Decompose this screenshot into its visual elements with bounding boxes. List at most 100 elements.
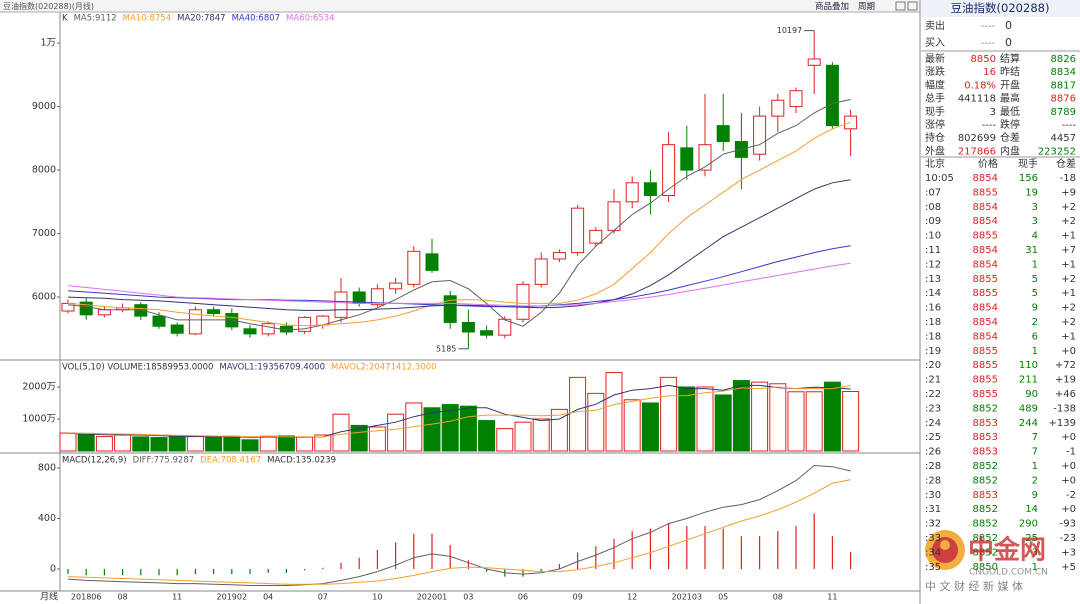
volume-bar — [805, 391, 823, 452]
trade-time: :31 — [925, 504, 941, 515]
trade-time: :26 — [925, 447, 941, 458]
macd-bar — [486, 569, 488, 572]
candle-body — [698, 144, 712, 171]
legend-entry: DEA:708.4167 — [200, 456, 261, 466]
trade-time: :25 — [925, 432, 941, 443]
trade-change: +3 — [1061, 547, 1076, 558]
macd-bar — [158, 569, 160, 576]
toolbar-button[interactable]: 周期 — [858, 2, 875, 12]
trade-time: :28 — [925, 461, 941, 472]
candle-body — [134, 304, 148, 317]
macd-bar — [631, 531, 633, 570]
macd-bar — [577, 552, 579, 570]
field-label: 持仓 — [925, 131, 945, 144]
field-label: 涨停 — [925, 118, 945, 131]
trade-volume: 3 — [1032, 202, 1038, 213]
candle-body — [662, 144, 676, 196]
field-label: 开盘 — [1000, 78, 1020, 91]
trade-volume: 31 — [1025, 245, 1038, 256]
trade-price: 8855 — [973, 346, 998, 357]
candle-body — [753, 115, 767, 155]
macd-bar — [395, 542, 397, 570]
trade-volume: 90 — [1025, 389, 1038, 400]
candle-body — [571, 207, 585, 254]
legend-entry: MAVOL1:19356709.4000 — [219, 363, 325, 373]
field-value: 217866 — [958, 146, 996, 157]
window-button[interactable] — [895, 1, 906, 11]
line-series — [67, 99, 851, 331]
field-label: 外盘 — [925, 144, 945, 157]
toolbar-button[interactable]: 商品叠加 — [815, 1, 849, 12]
x-tick-label: 09 — [573, 593, 583, 602]
macd-bar — [122, 569, 124, 576]
trade-volume: 2 — [1032, 317, 1038, 328]
volume-bar — [168, 436, 186, 452]
x-tick-label: 11 — [172, 593, 182, 602]
macd-bar — [686, 526, 688, 570]
macd-bar — [304, 569, 306, 571]
trade-price: 8854 — [973, 303, 998, 314]
legend-entry: MA40:6807 — [232, 14, 280, 24]
window-button[interactable] — [907, 1, 918, 11]
watermark-site: CNGOLD.COM.CN — [969, 568, 1048, 578]
trade-header: 北京 — [925, 157, 945, 170]
legend-entry: MA10:8754 — [123, 14, 171, 24]
line-series — [67, 384, 851, 438]
volume-bar — [823, 381, 841, 452]
volume-bar — [514, 421, 532, 452]
line-series — [67, 464, 851, 586]
candle-body — [807, 58, 821, 66]
macd-bar — [67, 569, 69, 575]
field-label: 昨结 — [1000, 65, 1020, 78]
trade-change: +2 — [1061, 274, 1076, 285]
trade-volume: 14 — [1025, 504, 1038, 515]
field-value: 441118 — [958, 94, 996, 105]
volume-bar — [732, 380, 750, 452]
volume-bar — [59, 432, 77, 452]
volume-bar — [423, 407, 441, 452]
trade-time: :21 — [925, 375, 941, 386]
trade-change: +139 — [1049, 418, 1076, 429]
quote-panel: 豆油指数(020288) 卖出 ---- 0 买入 ---- 0 最新 8850 结算 8826 涨跌… — [921, 0, 1080, 573]
trade-change: +2 — [1061, 216, 1076, 227]
field-value: 8876 — [1051, 94, 1076, 105]
macd-bar — [595, 546, 597, 570]
trade-time: :35 — [925, 562, 941, 573]
trade-volume: 7 — [1032, 447, 1038, 458]
candle-body — [680, 147, 694, 171]
trade-price: 8855 — [973, 360, 998, 371]
volume-bar — [223, 435, 241, 452]
line-series — [67, 262, 851, 307]
candle-body — [771, 99, 785, 117]
trade-volume: 19 — [1025, 187, 1038, 198]
trade-time: :20 — [925, 360, 941, 371]
volume-bar — [660, 376, 678, 452]
trade-price: 8855 — [973, 389, 998, 400]
trade-time: :12 — [925, 259, 941, 270]
volume-bar — [387, 413, 405, 452]
trade-volume: 244 — [1019, 418, 1038, 429]
macd-bar — [249, 569, 251, 575]
candle-body — [389, 282, 403, 290]
volume-bar — [532, 418, 550, 452]
y-tick-label: 8000 — [32, 165, 56, 176]
bidask-volume: 0 — [1005, 36, 1012, 49]
trade-price: 8852 — [973, 403, 998, 414]
trade-change: +0 — [1061, 475, 1076, 486]
trade-change: +46 — [1055, 389, 1076, 400]
trade-price: 8852 — [973, 547, 998, 558]
legend-entry: MA20:7847 — [177, 14, 225, 24]
trade-change: -1 — [1066, 447, 1076, 458]
watermark-logo — [925, 530, 965, 570]
x-tick-label: 202103 — [672, 593, 703, 602]
trade-change: +0 — [1061, 432, 1076, 443]
trade-change: -93 — [1060, 519, 1076, 530]
legend-entry: MAVOL2:20471412.3000 — [331, 363, 437, 373]
volume-bar — [332, 413, 350, 452]
macd-bar — [540, 569, 542, 572]
trade-volume: 156 — [1019, 173, 1038, 184]
x-tick-label: 201902 — [217, 593, 248, 602]
field-label: 现手 — [925, 105, 945, 118]
